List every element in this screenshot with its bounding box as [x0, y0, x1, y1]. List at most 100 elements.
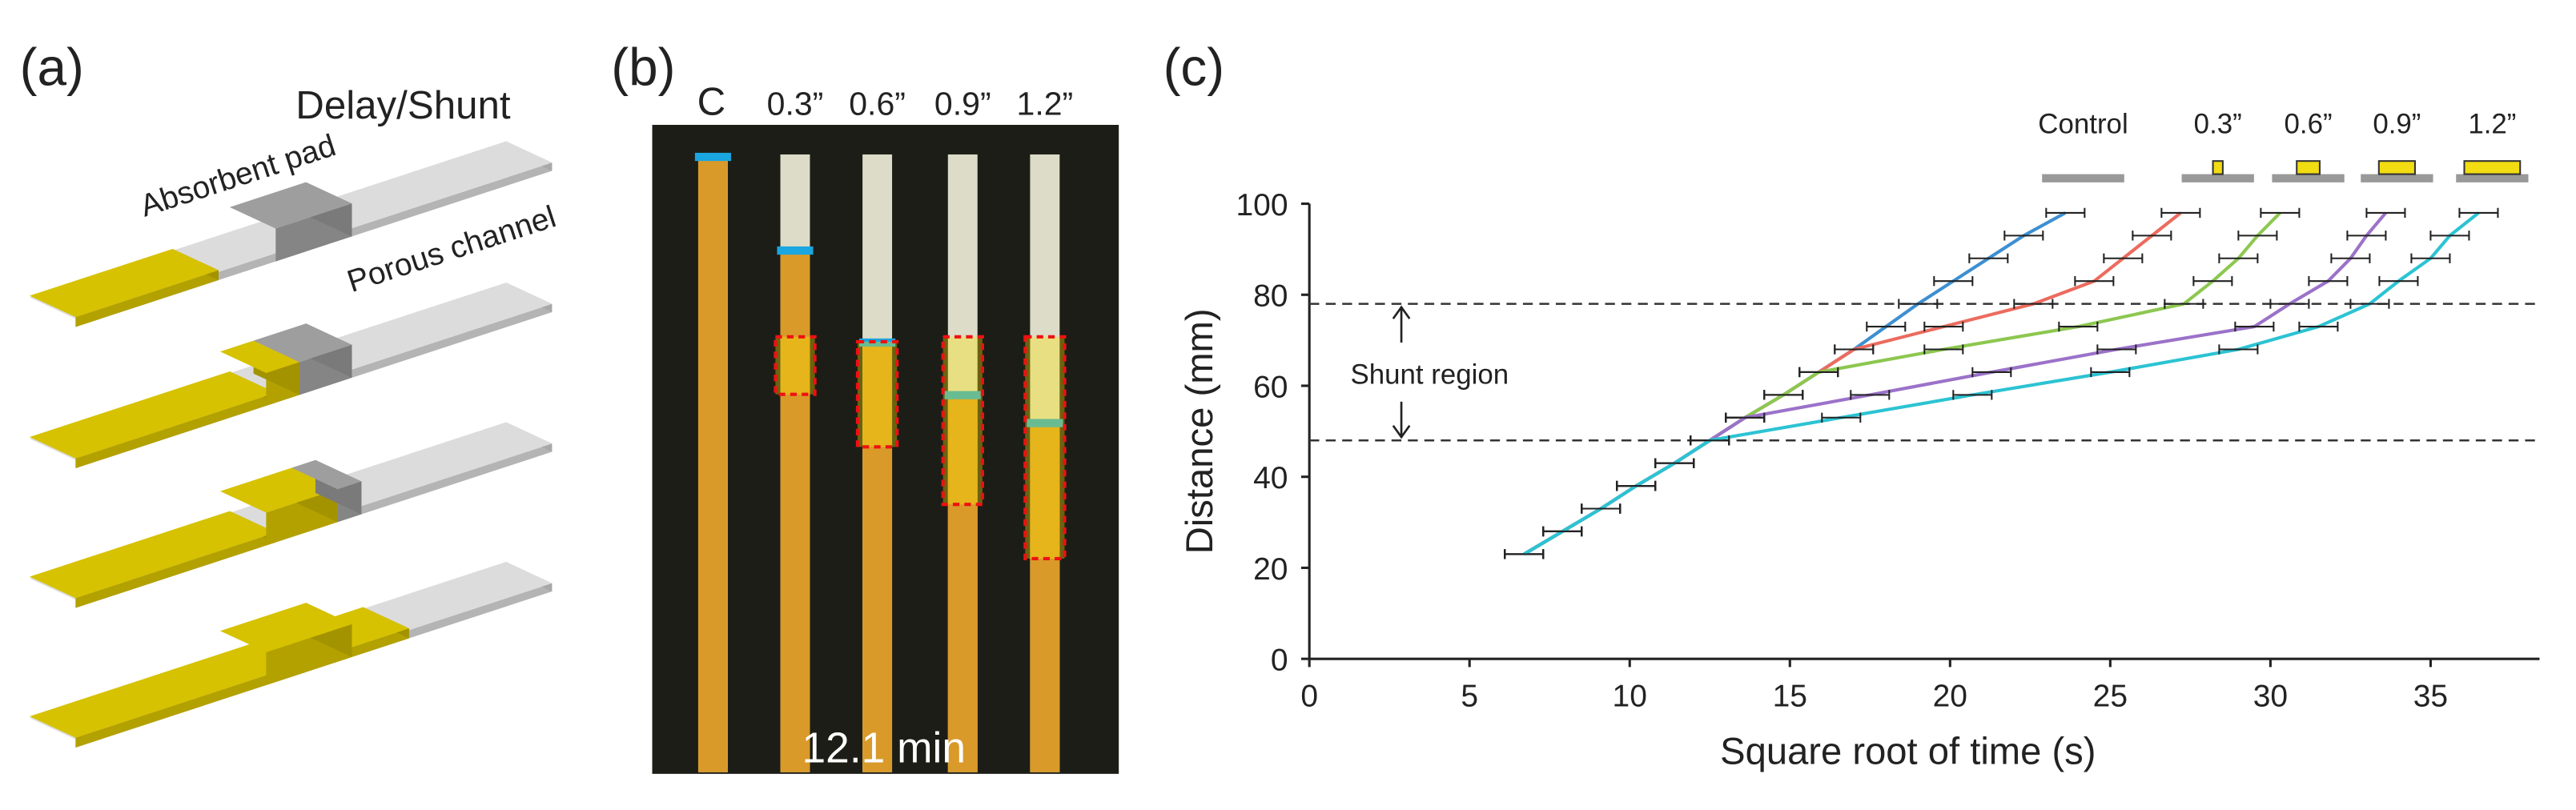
- error-bar: [1725, 412, 1766, 423]
- block-top: [29, 511, 276, 599]
- legend-channel: [2181, 174, 2254, 182]
- block-front: [75, 270, 219, 327]
- y-tick-label: 80: [1253, 279, 1288, 314]
- error-bar: [2308, 276, 2349, 287]
- error-bar: [1971, 367, 2012, 378]
- strip-wet: [697, 156, 728, 772]
- error-bar: [2349, 299, 2390, 309]
- arrow: [1392, 401, 1411, 439]
- error-bar: [1952, 390, 1993, 400]
- legend-pad: [2463, 160, 2522, 175]
- time-label: 12.1 min: [802, 724, 967, 772]
- error-bar: [2192, 276, 2233, 287]
- y-tick-label: 20: [1253, 552, 1288, 587]
- error-bar: [2429, 231, 2470, 241]
- error-bar: [2378, 276, 2419, 287]
- error-bar: [2096, 344, 2137, 355]
- annotation: Shunt region: [1350, 359, 1509, 390]
- shunt-box: [855, 339, 899, 449]
- front-marker: [944, 391, 981, 399]
- strip-label: 0.9”: [934, 86, 991, 122]
- error-bar: [1923, 344, 1964, 355]
- block-front: [75, 532, 276, 608]
- x-axis-label: Square root of time (s): [1720, 731, 2096, 773]
- error-bar: [1690, 435, 1730, 446]
- error-bar: [2164, 299, 2204, 309]
- block-top: [291, 459, 362, 490]
- panel-label: (b): [611, 38, 675, 97]
- error-bar: [2013, 299, 2054, 309]
- block-top: [29, 248, 219, 318]
- error-bar: [2269, 299, 2310, 309]
- error-bar: [1542, 526, 1583, 537]
- error-bar: [1866, 321, 1907, 332]
- x-tick-label: 35: [2413, 680, 2448, 714]
- error-bar: [1616, 480, 1657, 491]
- error-bar: [1898, 299, 1939, 309]
- shunt-box: [941, 335, 984, 507]
- error-bar: [2218, 253, 2259, 263]
- front-marker: [859, 338, 896, 347]
- error-bar: [2218, 344, 2259, 355]
- strip-wet: [947, 394, 978, 772]
- error-bar: [2365, 207, 2406, 219]
- legend-channel: [2456, 174, 2529, 182]
- block-top: [229, 182, 352, 229]
- block-top: [219, 603, 352, 652]
- block-top: [219, 340, 300, 373]
- error-bar: [1850, 390, 1891, 400]
- error-bar: [1581, 503, 1622, 514]
- error-bar: [1834, 344, 1875, 355]
- error-bar: [2330, 253, 2371, 263]
- strip-wet: [780, 250, 810, 772]
- error-bar: [2132, 231, 2172, 241]
- block-top: [219, 467, 338, 513]
- legend-label: 0.6”: [2285, 108, 2333, 139]
- error-bar: [1798, 367, 1839, 378]
- strip-label: C: [697, 80, 726, 124]
- block-front: [75, 392, 276, 469]
- shunt-box: [774, 335, 817, 396]
- legend-label: Control: [2038, 108, 2128, 139]
- error-bar: [2346, 231, 2387, 241]
- strip-wet: [1030, 422, 1060, 772]
- legend-pad: [2212, 160, 2224, 175]
- strip-label: 1.2”: [1017, 86, 1074, 122]
- y-tick-label: 40: [1253, 461, 1288, 495]
- block-top: [253, 323, 352, 363]
- front-marker: [694, 152, 731, 162]
- x-tick-label: 5: [1461, 680, 1478, 714]
- error-bar: [1968, 253, 2009, 263]
- x-tick-label: 0: [1300, 680, 1318, 714]
- panel-title: Delay/Shunt: [295, 83, 511, 127]
- strip-label: 0.6”: [849, 86, 906, 122]
- x-tick-label: 20: [1933, 680, 1967, 714]
- y-axis-label: Distance (mm): [1179, 308, 1221, 554]
- y-tick-label: 100: [1236, 188, 1288, 223]
- error-bar: [2237, 231, 2278, 241]
- legend-channel: [2361, 174, 2433, 182]
- error-bar: [2160, 207, 2201, 219]
- strip-label: 0.3”: [767, 86, 824, 122]
- x-tick-label: 25: [2093, 680, 2128, 714]
- error-bar: [1504, 549, 1545, 559]
- panel-label: (c): [1163, 38, 1225, 97]
- legend-channel: [2042, 174, 2124, 182]
- chart: 0 5 10 15 20 25 30 35 0 20 40 60 80 100 Square root of…: [1179, 108, 2540, 773]
- series-line: [1523, 211, 2480, 556]
- error-bar: [2074, 276, 2115, 287]
- legend-pad: [2296, 160, 2321, 175]
- error-bar: [2410, 253, 2451, 263]
- error-bar: [2058, 321, 2099, 332]
- front-marker: [777, 246, 814, 255]
- error-bar: [2090, 367, 2131, 378]
- strip-diagrams: [29, 141, 553, 748]
- legend-label: 0.9”: [2373, 108, 2421, 139]
- legend-label: 0.3”: [2194, 108, 2242, 139]
- error-bar: [1821, 412, 1862, 423]
- error-bar: [2260, 207, 2301, 219]
- legend-label: 1.2”: [2468, 108, 2516, 139]
